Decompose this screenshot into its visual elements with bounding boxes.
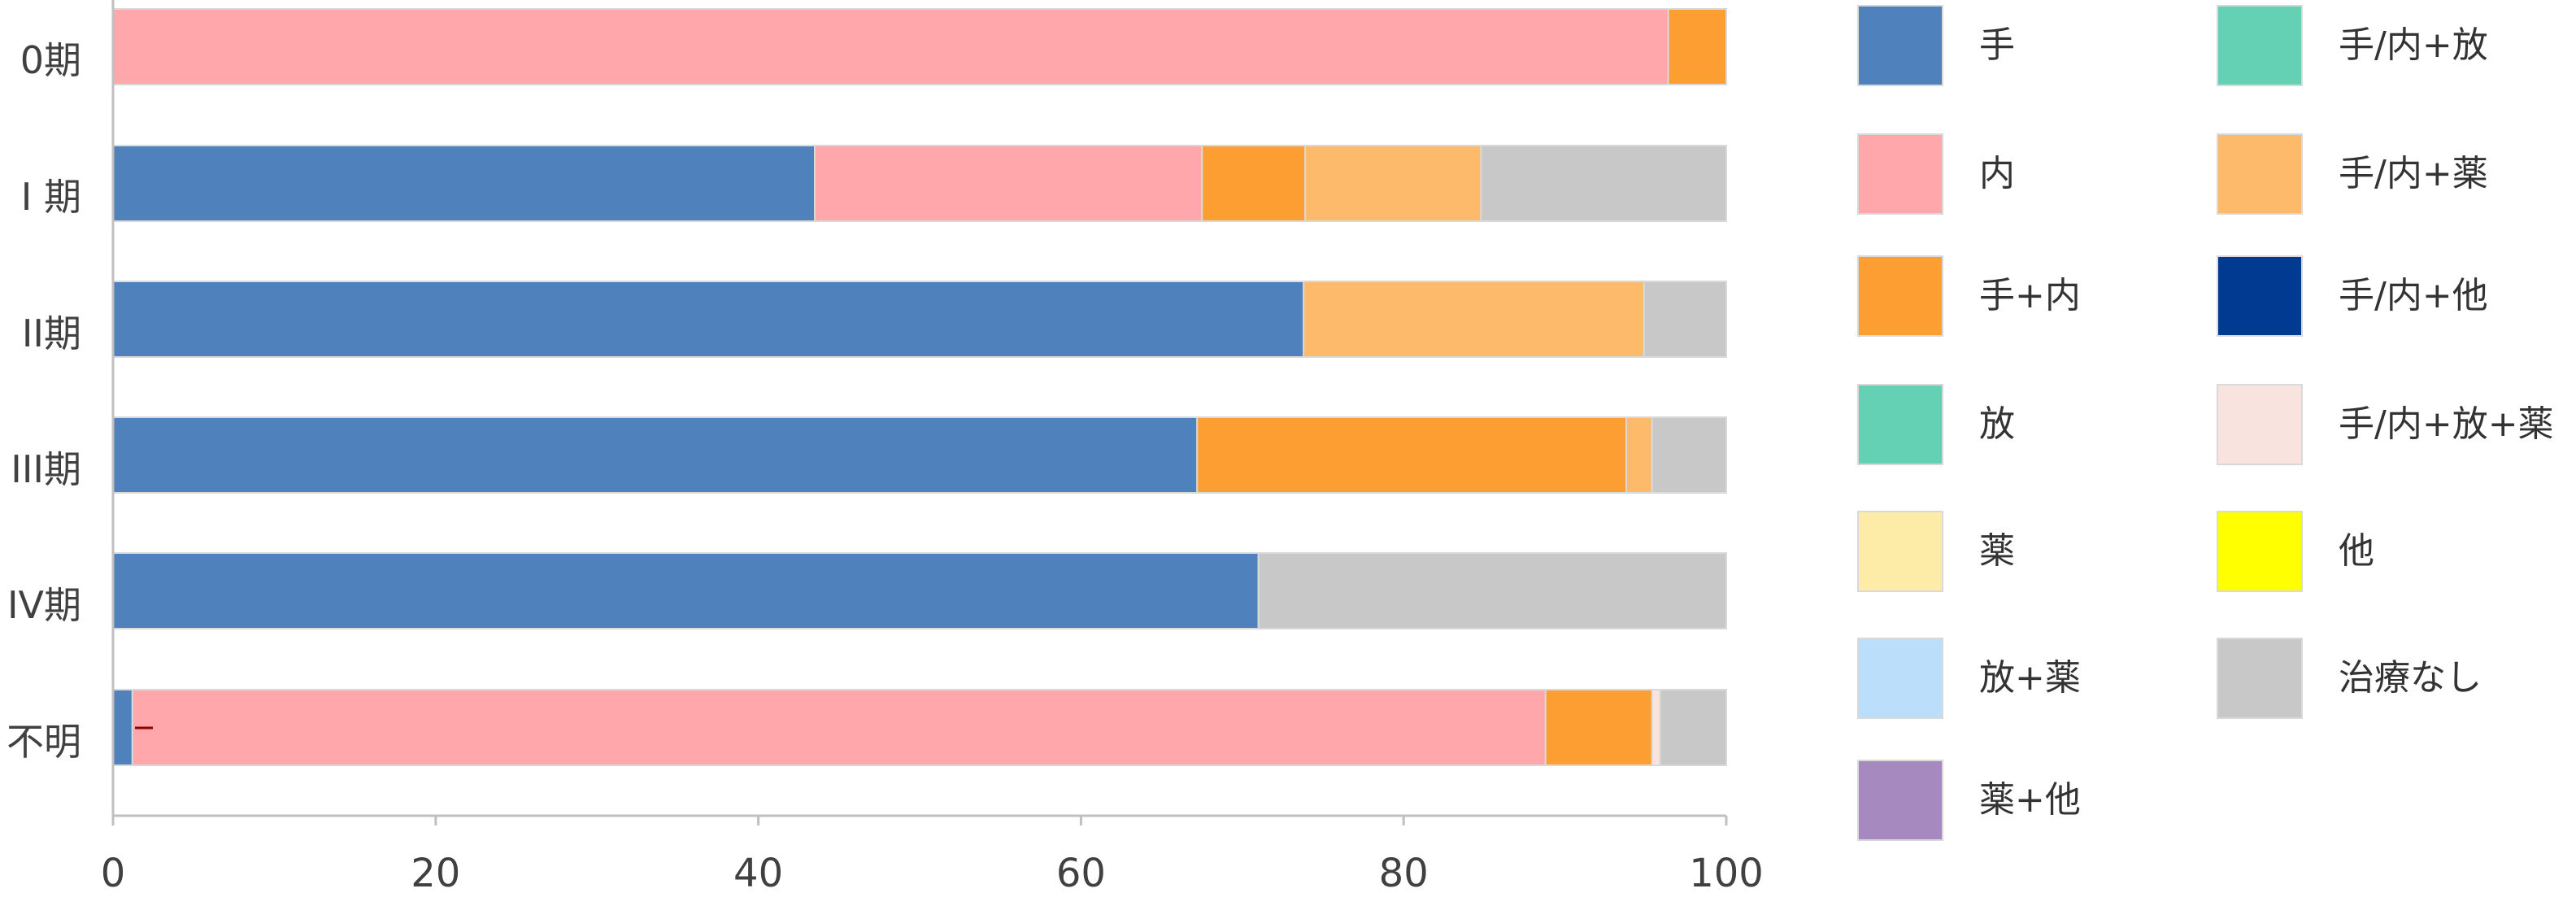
legend-label: 手 <box>1979 24 2015 66</box>
x-tick-label: 40 <box>733 851 783 896</box>
category-label: III期 <box>11 447 81 491</box>
legend-label: 治療なし <box>2339 657 2482 699</box>
bar-segment <box>1659 689 1728 766</box>
x-tick-label: 80 <box>1379 851 1429 896</box>
bar-segment <box>112 8 1669 85</box>
legend-label: 内 <box>1979 153 2015 194</box>
bar-segment <box>1544 689 1653 766</box>
bar-segment <box>112 552 1260 629</box>
legend-swatch <box>2217 511 2303 592</box>
legend-swatch <box>2217 638 2303 719</box>
legend-swatch <box>1857 511 1943 592</box>
x-tick-label: 0 <box>101 851 126 896</box>
category-label: I 期 <box>21 175 81 219</box>
legend-swatch <box>1857 133 1943 215</box>
legend-swatch <box>1857 638 1943 719</box>
legend-swatch <box>2217 5 2303 86</box>
bar-segment <box>1303 281 1645 358</box>
legend-swatch <box>1857 760 1943 841</box>
legend-label: 手/内+放+薬 <box>2339 403 2554 445</box>
x-tick-label: 20 <box>411 851 460 896</box>
bar-segment <box>814 145 1203 222</box>
legend-label: 手/内+放 <box>2339 24 2488 66</box>
bar-segment <box>1643 281 1728 358</box>
bar-segment <box>1201 145 1307 222</box>
category-label: 不明 <box>7 720 81 764</box>
bar-segment <box>1625 416 1653 494</box>
x-tick-labels: 0 20 40 60 80 100 <box>101 851 1764 896</box>
legend-label: 手/内+他 <box>2339 275 2488 316</box>
bar-segment <box>131 689 1547 766</box>
legend-label: 放+薬 <box>1979 657 2081 699</box>
legend-label: 手+内 <box>1979 275 2081 316</box>
legend-label: 放 <box>1979 403 2015 445</box>
legend-swatch <box>1857 384 1943 465</box>
bar-segment <box>1257 552 1727 629</box>
bar-segment <box>1196 416 1627 494</box>
legend-label: 手/内+薬 <box>2339 153 2488 194</box>
axes-layer <box>111 0 1728 825</box>
legend-label: 薬+他 <box>1979 779 2081 821</box>
legend-swatch <box>1857 5 1943 86</box>
legend-swatch <box>1857 255 1943 337</box>
category-label: 0期 <box>20 38 81 82</box>
x-tick-label: 60 <box>1056 851 1106 896</box>
bar-segment <box>1667 8 1727 85</box>
legend-swatch <box>2217 384 2303 465</box>
bar-segment <box>1651 416 1727 494</box>
x-tick-label: 100 <box>1689 851 1764 896</box>
legend-swatch <box>2217 255 2303 337</box>
category-label: II期 <box>22 311 81 355</box>
legend-swatch <box>2217 133 2303 215</box>
bars-layer <box>112 8 1728 766</box>
legend-label: 薬 <box>1979 530 2015 572</box>
bar-segment <box>1480 145 1727 222</box>
category-label: IV期 <box>7 583 81 627</box>
bar-segment <box>112 145 816 222</box>
bar-segment <box>1304 145 1482 222</box>
legend-label: 他 <box>2339 530 2374 572</box>
